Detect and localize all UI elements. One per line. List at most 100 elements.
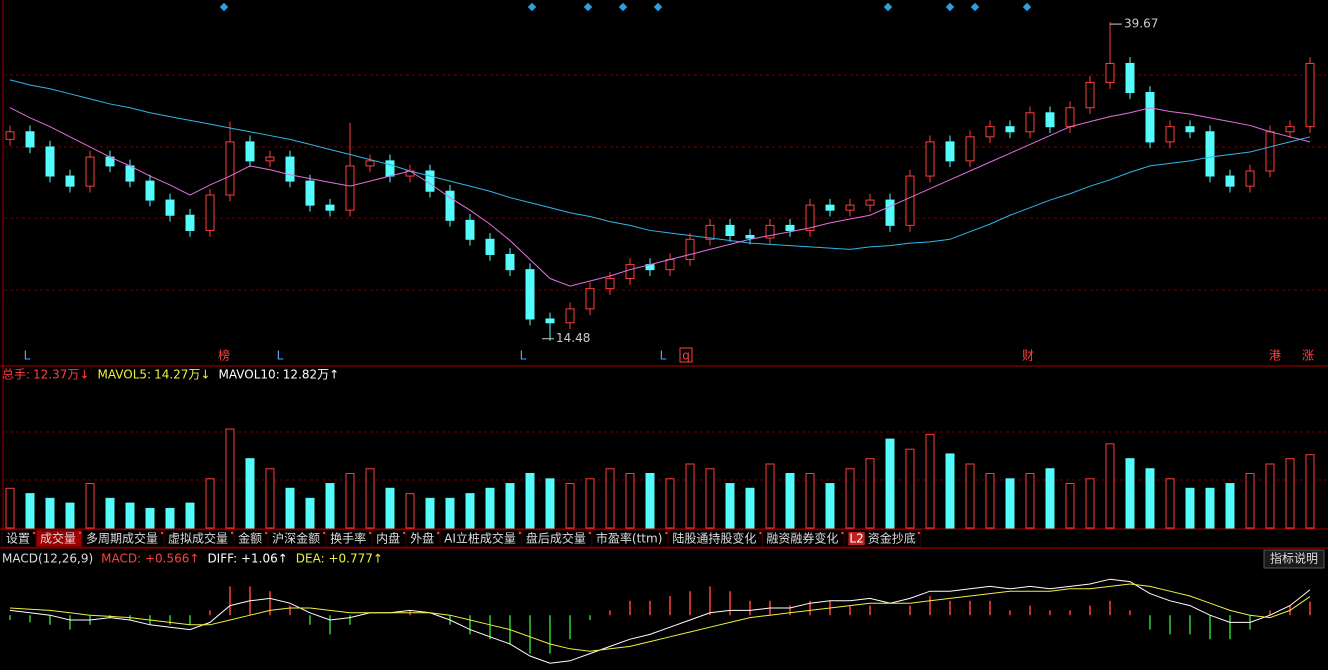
volume-bar [525, 472, 535, 529]
volume-bar [25, 493, 35, 529]
candle-body [845, 204, 855, 211]
legend-value: 12.82万↑ [283, 368, 339, 382]
volume-bar [85, 483, 95, 529]
legend-value: 14.27万↓ [154, 368, 210, 382]
button-frame[interactable] [1263, 549, 1325, 569]
macd-legend: DEA: +0.777↑ [296, 552, 383, 566]
tab-label[interactable]: 成交量 [40, 531, 76, 546]
volume-bar [725, 483, 735, 529]
candle-body [685, 238, 695, 261]
volume-bar [645, 472, 655, 529]
candle-body [1305, 62, 1315, 128]
candle-body [945, 141, 955, 162]
tab-dot [368, 531, 372, 535]
candle-body [185, 214, 195, 231]
tab-label[interactable]: 沪深金额 [272, 531, 320, 546]
candle-body [1085, 81, 1095, 109]
volume-bar [125, 502, 135, 529]
volume-bar [1225, 483, 1235, 529]
event-marker[interactable]: L [277, 349, 284, 363]
candle-body [225, 141, 235, 196]
tab-label[interactable]: 虚拟成交量 [168, 531, 228, 546]
candle-body [385, 160, 395, 177]
volume-bar [865, 458, 875, 529]
tab-label[interactable]: 外盘 [410, 531, 434, 546]
tab-label[interactable]: AI立桩成交量 [444, 531, 516, 546]
tab-label[interactable]: 市盈率(ttm) [596, 531, 662, 546]
candle-body [745, 234, 755, 239]
tab-label[interactable]: 资金抄底 [868, 531, 916, 546]
volume-bar [45, 497, 55, 529]
candle-body [465, 219, 475, 240]
volume-bar [165, 507, 175, 529]
candle-body [285, 156, 295, 182]
tab-dot [436, 531, 440, 535]
event-marker[interactable]: L [24, 349, 31, 363]
volume-bar [1125, 458, 1135, 529]
volume-bar [945, 453, 955, 529]
legend-label: 总手: [2, 368, 30, 382]
event-marker[interactable]: q [682, 349, 690, 363]
volume-bar [1185, 487, 1195, 529]
volume-bar [565, 483, 575, 529]
candle-body [25, 131, 35, 148]
tab-label[interactable]: 金额 [238, 531, 262, 546]
candle-body [125, 165, 135, 182]
candle-body [865, 199, 875, 206]
candle-body [245, 141, 255, 162]
event-marker[interactable]: 港 [1269, 349, 1281, 363]
candle-body [485, 238, 495, 255]
candle-body [525, 269, 535, 320]
tab-label[interactable]: 设置 [6, 532, 30, 546]
volume-bar [365, 468, 375, 529]
tab-dot [32, 531, 36, 535]
legend-label: MAVOL5: [97, 368, 151, 382]
button-label[interactable]: 指标说明 [1270, 551, 1318, 566]
tab-dot [264, 531, 268, 535]
tab-label[interactable]: 融资融券变化 [766, 531, 838, 546]
event-marker[interactable]: 榜 [218, 348, 230, 363]
tab-label[interactable]: 多周期成交量 [86, 531, 158, 546]
candle-body [1005, 126, 1015, 133]
volume-bar [1305, 454, 1315, 529]
macd-legend: MACD: +0.566↑ [101, 552, 199, 566]
indicator-line [9, 79, 1311, 250]
tab-label[interactable]: 换手率 [330, 531, 366, 546]
volume-bar [825, 483, 835, 529]
candle-body [1045, 112, 1055, 128]
tab-label[interactable]: 盘后成交量 [526, 531, 586, 546]
event-marker[interactable]: L [520, 349, 527, 363]
candle-body [505, 253, 515, 271]
tab-dot [759, 531, 762, 535]
candle-body [5, 131, 15, 140]
candle-body [985, 126, 995, 138]
volume-bar [625, 472, 635, 529]
volume-bar [185, 502, 195, 529]
indicator-line [9, 578, 1311, 664]
marker-frame [679, 347, 693, 363]
candle-body [1205, 131, 1215, 177]
volume-bar [305, 497, 315, 529]
volume-bar [745, 487, 755, 529]
tab-dot [160, 531, 164, 535]
candle-body [1225, 175, 1235, 187]
volume-bar [885, 438, 895, 529]
tab-dot [518, 531, 522, 535]
candle-body [765, 224, 775, 239]
tab-badge[interactable]: L2 [849, 532, 863, 546]
candle-body [905, 175, 915, 226]
candle-body [565, 308, 575, 324]
volume-bar [1145, 468, 1155, 529]
candle-body [1105, 62, 1115, 83]
event-marker[interactable]: L [660, 349, 667, 363]
tab-label[interactable]: 陆股通持股变化 [672, 531, 756, 546]
event-marker[interactable]: 涨 [1302, 348, 1314, 363]
candle-body [45, 146, 55, 177]
event-marker[interactable]: 财 [1022, 349, 1034, 363]
volume-bar [1025, 472, 1035, 529]
candle-body [785, 224, 795, 231]
tab-label[interactable]: 内盘 [376, 531, 400, 546]
